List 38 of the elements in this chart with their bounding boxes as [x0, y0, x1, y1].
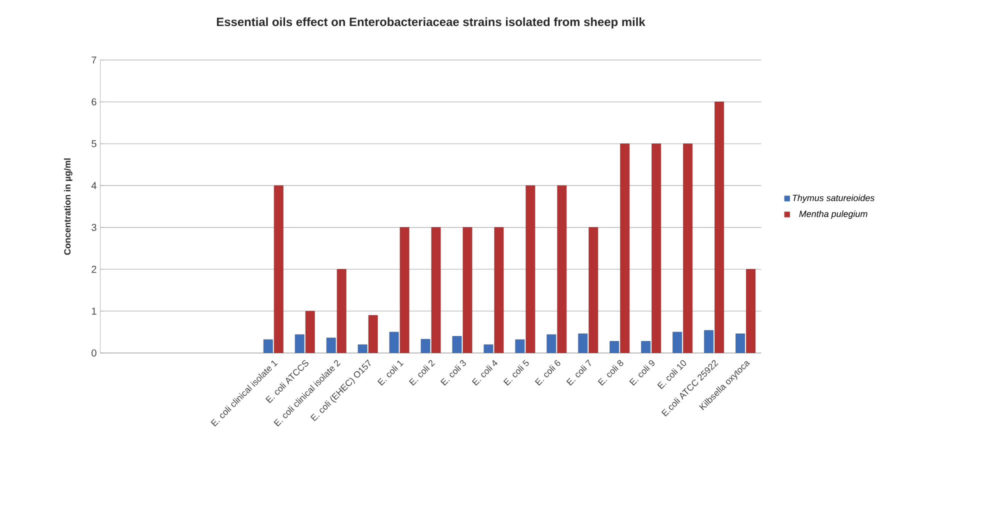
bar [305, 310, 315, 353]
x-tick-label: E. coli 8 [598, 360, 624, 386]
bar [736, 334, 745, 353]
y-tick-label: 5 [92, 140, 96, 148]
bar [336, 269, 346, 353]
bar [557, 185, 567, 353]
x-tick-label: E. coli 1 [377, 360, 404, 386]
chart-title: Essential oils effect on Enterobacteriaceae strains isolated from sheep milk [216, 17, 646, 29]
bar [546, 334, 556, 353]
bar [704, 330, 714, 353]
bar [588, 227, 598, 353]
bar [746, 269, 756, 353]
bar [294, 334, 304, 353]
bar [578, 334, 588, 353]
bar [714, 102, 724, 353]
legend-label: Mentha pulegium [799, 210, 868, 219]
y-tick-label: 2 [92, 266, 96, 273]
x-tick-label: E. coli 5 [503, 360, 529, 386]
bar [652, 144, 662, 353]
y-tick-label: 3 [92, 224, 96, 231]
x-tick-label: E. coli 7 [566, 360, 591, 386]
y-tick-label: 7 [92, 56, 96, 64]
x-tick-label: E. coli 4 [472, 360, 498, 386]
y-tick-label: 0 [92, 349, 96, 357]
y-tick-label: 1 [92, 308, 96, 315]
x-tick-label: E. coli 10 [657, 360, 686, 390]
y-tick-label: 6 [92, 98, 96, 106]
x-tick-label: E. coli 9 [629, 360, 654, 386]
y-axis-title: Concentration in µg/ml [64, 158, 72, 255]
x-tick-label: E. coli 3 [440, 360, 466, 386]
x-tick-label: E. coli 2 [408, 360, 436, 386]
x-tick-label: E. coli 6 [534, 360, 560, 386]
bar [274, 185, 284, 353]
y-tick-label: 4 [91, 182, 96, 189]
bar [620, 144, 630, 353]
legend-label: Thymus satureioides [792, 194, 874, 203]
bar [683, 144, 693, 353]
bar [672, 332, 682, 353]
